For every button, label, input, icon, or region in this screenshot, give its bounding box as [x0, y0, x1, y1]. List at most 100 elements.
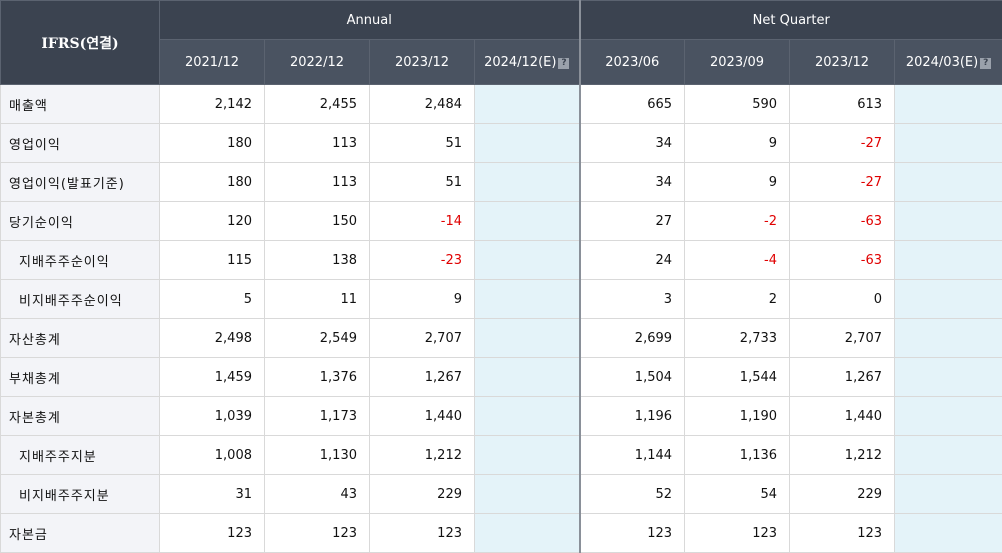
- estimate-cell: [473, 318, 581, 358]
- value-cell: 2,733: [684, 318, 791, 358]
- value-cell: 51: [369, 162, 475, 202]
- value-cell: 1,544: [684, 357, 791, 397]
- value-cell: 138: [264, 240, 370, 280]
- estimate-cell: [473, 513, 581, 553]
- row-label[interactable]: 비지배주주순이익: [0, 279, 160, 319]
- value-cell: 180: [159, 123, 265, 163]
- value-cell: 123: [264, 513, 370, 553]
- value-cell: 51: [369, 123, 475, 163]
- question-mark-icon[interactable]: ?: [980, 57, 992, 69]
- value-cell: 665: [578, 84, 686, 124]
- value-cell: 123: [159, 513, 265, 553]
- period-header: 2023/12: [789, 39, 896, 85]
- value-cell: 1,196: [578, 396, 686, 436]
- table-row: 비지배주주순이익 5 11 9 3 2 0: [0, 279, 1002, 319]
- row-label[interactable]: 자본금: [0, 513, 160, 553]
- value-cell: 34: [578, 123, 686, 163]
- estimate-cell: [473, 474, 581, 514]
- value-cell: 113: [264, 162, 370, 202]
- row-label[interactable]: 지배주주지분: [0, 435, 160, 475]
- estimate-cell: [473, 240, 581, 280]
- value-cell: 27: [578, 201, 686, 241]
- estimate-cell: [894, 435, 1002, 475]
- value-cell: -14: [369, 201, 475, 241]
- value-cell: 590: [684, 84, 791, 124]
- value-cell: 123: [369, 513, 475, 553]
- table-row: 자본금 123 123 123 123 123 123: [0, 513, 1002, 553]
- row-label[interactable]: 당기순이익: [0, 201, 160, 241]
- question-mark-icon[interactable]: ?: [558, 57, 570, 69]
- row-label[interactable]: 비지배주주지분: [0, 474, 160, 514]
- estimate-cell: [894, 279, 1002, 319]
- value-cell: 1,008: [159, 435, 265, 475]
- value-cell: 2,455: [264, 84, 370, 124]
- value-cell: -2: [684, 201, 791, 241]
- value-cell: 2,142: [159, 84, 265, 124]
- value-cell: 1,376: [264, 357, 370, 397]
- period-header: 2023/06: [578, 39, 686, 85]
- row-label[interactable]: 지배주주순이익: [0, 240, 160, 280]
- value-cell: 1,212: [789, 435, 896, 475]
- period-label: 2024/12(E): [484, 54, 557, 70]
- value-cell: 229: [789, 474, 896, 514]
- value-cell: 11: [264, 279, 370, 319]
- value-cell: 31: [159, 474, 265, 514]
- value-cell: 9: [684, 162, 791, 202]
- row-label[interactable]: 부채총계: [0, 357, 160, 397]
- value-cell: 1,039: [159, 396, 265, 436]
- estimate-cell: [473, 279, 581, 319]
- value-cell: 1,267: [369, 357, 475, 397]
- table-row: 지배주주지분 1,008 1,130 1,212 1,144 1,136 1,212: [0, 435, 1002, 475]
- value-cell: 150: [264, 201, 370, 241]
- net-quarter-group-header: Net Quarter: [578, 0, 1002, 40]
- row-label[interactable]: 매출액: [0, 84, 160, 124]
- value-cell: 1,144: [578, 435, 686, 475]
- value-cell: 120: [159, 201, 265, 241]
- value-cell: 123: [578, 513, 686, 553]
- period-header: 2023/12: [369, 39, 475, 85]
- table-row: 자본총계 1,039 1,173 1,440 1,196 1,190 1,440: [0, 396, 1002, 436]
- value-cell: -27: [789, 162, 896, 202]
- value-cell: 123: [684, 513, 791, 553]
- period-header-estimate: 2024/12(E)?: [473, 39, 581, 85]
- row-label[interactable]: 자본총계: [0, 396, 160, 436]
- value-cell: 2: [684, 279, 791, 319]
- value-cell: 1,267: [789, 357, 896, 397]
- value-cell: 1,136: [684, 435, 791, 475]
- estimate-cell: [473, 123, 581, 163]
- table-row: 비지배주주지분 31 43 229 52 54 229: [0, 474, 1002, 514]
- value-cell: 1,459: [159, 357, 265, 397]
- table-row: 영업이익 180 113 51 34 9 -27: [0, 123, 1002, 163]
- value-cell: 3: [578, 279, 686, 319]
- period-label: 2024/03(E): [905, 54, 979, 70]
- value-cell: 123: [789, 513, 896, 553]
- value-cell: 2,484: [369, 84, 475, 124]
- value-cell: 1,173: [264, 396, 370, 436]
- value-cell: -63: [789, 201, 896, 241]
- value-cell: 2,498: [159, 318, 265, 358]
- period-header: 2021/12: [159, 39, 265, 85]
- value-cell: 229: [369, 474, 475, 514]
- row-label[interactable]: 영업이익(발표기준): [0, 162, 160, 202]
- table-row: 지배주주순이익 115 138 -23 24 -4 -63: [0, 240, 1002, 280]
- estimate-cell: [894, 162, 1002, 202]
- value-cell: 115: [159, 240, 265, 280]
- table-row: 매출액 2,142 2,455 2,484 665 590 613: [0, 84, 1002, 124]
- value-cell: -23: [369, 240, 475, 280]
- value-cell: 34: [578, 162, 686, 202]
- row-label[interactable]: 영업이익: [0, 123, 160, 163]
- estimate-cell: [894, 123, 1002, 163]
- value-cell: 1,504: [578, 357, 686, 397]
- table-body: 매출액 2,142 2,455 2,484 665 590 613 영업이익 180 113 51 3…: [0, 84, 1002, 553]
- estimate-cell: [894, 318, 1002, 358]
- row-label[interactable]: 자산총계: [0, 318, 160, 358]
- value-cell: 9: [369, 279, 475, 319]
- value-cell: 52: [578, 474, 686, 514]
- value-cell: 2,707: [789, 318, 896, 358]
- table-row: 부채총계 1,459 1,376 1,267 1,504 1,544 1,267: [0, 357, 1002, 397]
- period-header: 2023/09: [684, 39, 791, 85]
- table-row: 자산총계 2,498 2,549 2,707 2,699 2,733 2,707: [0, 318, 1002, 358]
- period-header-estimate: 2024/03(E)?: [894, 39, 1002, 85]
- estimate-cell: [894, 201, 1002, 241]
